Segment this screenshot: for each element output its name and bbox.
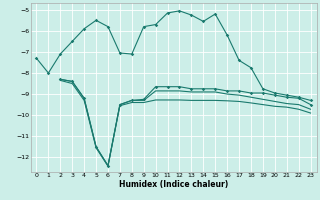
X-axis label: Humidex (Indice chaleur): Humidex (Indice chaleur) (119, 180, 228, 189)
